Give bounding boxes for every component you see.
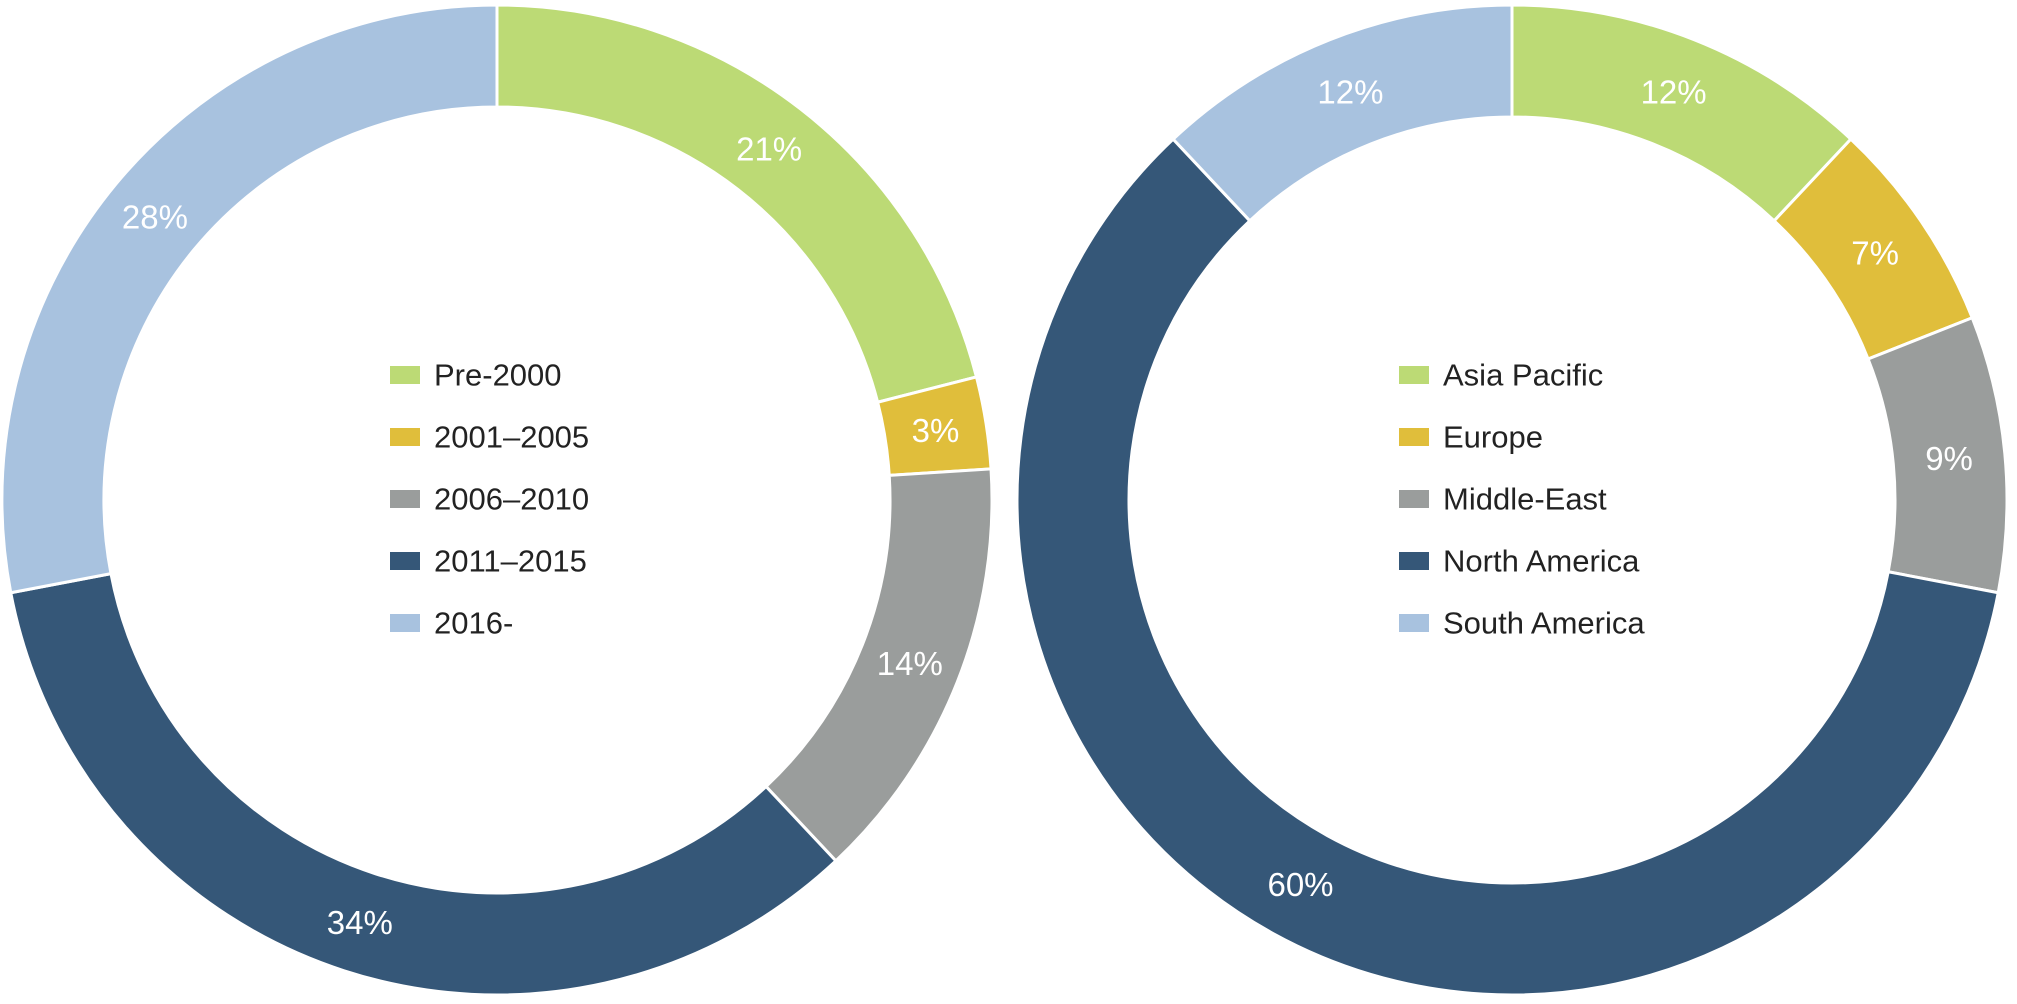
legend-label-asia-pacific: Asia Pacific: [1443, 358, 1603, 393]
donut-chart-1: 21% 3% 14% 34% 28% Pre-2000 2001–2005 2006–2010…: [0, 3, 994, 997]
segment-south-america: [1171, 3, 1514, 223]
legend-swatch-north-america: [1399, 552, 1429, 570]
legend-swatch-pre-2000: [390, 366, 420, 384]
legend-label-2006-2010: 2006–2010: [434, 482, 589, 517]
legend: Asia Pacific Europe Middle-East North Ameri…: [1399, 358, 1645, 641]
legend-label-south-america: South America: [1443, 606, 1645, 641]
legend-swatch-middle-east: [1399, 490, 1429, 508]
legend-swatch-asia-pacific: [1399, 366, 1429, 384]
legend-label-north-america: North America: [1443, 544, 1640, 579]
segment-label-2016: 28%: [122, 198, 188, 235]
legend-label-pre-2000: Pre-2000: [434, 358, 562, 393]
segment-label-pre-2000: 21%: [736, 131, 802, 168]
segment-label-europe: 7%: [1851, 235, 1899, 272]
legend-label-middle-east: Middle-East: [1443, 482, 1607, 517]
segment-label-middle-east: 9%: [1925, 440, 1973, 477]
segment-label-2006-2010: 14%: [877, 645, 943, 682]
legend: Pre-2000 2001–2005 2006–2010 2011–2015 2016-: [390, 358, 589, 641]
segment-asia-pacific: [1510, 3, 1853, 223]
segment-label-asia-pacific: 12%: [1641, 73, 1707, 110]
segment-2011-2015: [9, 571, 838, 997]
legend-swatch-2001-2005: [390, 428, 420, 446]
segment-2016: [0, 3, 499, 595]
segment-north-america: [1015, 137, 2000, 997]
segment-label-2011-2015: 34%: [327, 904, 393, 941]
legend-label-2016: 2016-: [434, 606, 513, 641]
legend-swatch-2006-2010: [390, 490, 420, 508]
legend-swatch-south-america: [1399, 614, 1429, 632]
segment-pre-2000: [495, 3, 979, 405]
donut-chart-2: 12% 7% 9% 60% 12% Asia Pacific Europe Middle-Ea…: [1015, 3, 2009, 997]
legend-label-2001-2005: 2001–2005: [434, 420, 589, 455]
legend-swatch-2016: [390, 614, 420, 632]
legend-label-2011-2015: 2011–2015: [434, 544, 587, 579]
legend-label-europe: Europe: [1443, 420, 1543, 455]
legend-swatch-europe: [1399, 428, 1429, 446]
legend-swatch-2011-2015: [390, 552, 420, 570]
segment-label-2001-2005: 3%: [912, 412, 960, 449]
segment-label-south-america: 12%: [1317, 73, 1383, 110]
segment-label-north-america: 60%: [1267, 866, 1333, 903]
